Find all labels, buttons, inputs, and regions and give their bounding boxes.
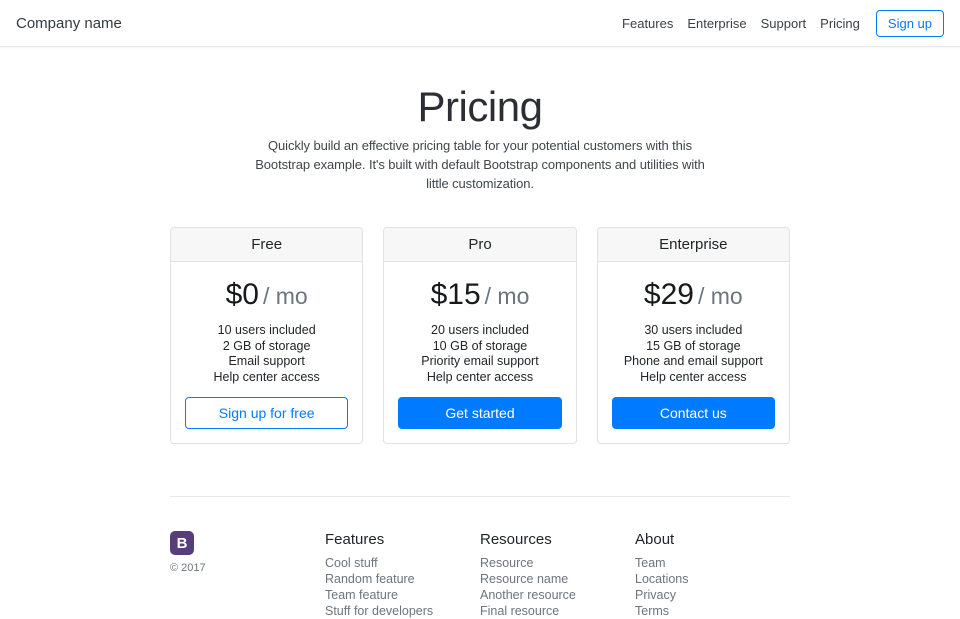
footer-link[interactable]: Another resource [480,588,576,602]
price-amount: $29 [643,278,694,311]
contact-us-button[interactable]: Contact us [611,397,775,429]
plan-price: $0/ mo [185,278,348,313]
page-title: Pricing [417,83,543,130]
pricing-card-pro: Pro $15/ mo 20 users included 10 GB of s… [383,227,577,444]
pricing-card-free: Free $0/ mo 10 users included 2 GB of st… [170,227,364,444]
footer-column-about: About Team Locations Privacy Terms [635,531,790,619]
plan-price: $29/ mo [612,278,775,313]
plan-name: Enterprise [597,228,789,262]
nav-link-pricing[interactable]: Pricing [820,15,860,31]
footer-brand-column: B © 2017 [170,531,325,619]
plan-feature: 10 GB of storage [432,338,528,353]
plan-feature: Help center access [426,369,534,384]
price-amount: $0 [225,278,259,311]
plan-feature: 2 GB of storage [222,338,311,353]
footer-link[interactable]: Cool stuff [325,556,378,570]
signup-button[interactable]: Sign up [875,9,944,37]
plan-name: Free [171,228,363,262]
page-description: Quickly build an effective pricing table… [255,138,705,191]
footer-link-list: Cool stuff Random feature Team feature S… [325,555,480,619]
top-navbar: Company name Features Enterprise Support… [0,0,960,47]
footer-link[interactable]: Locations [635,572,689,586]
plan-feature-list: 10 users included 2 GB of storage Email … [185,323,348,385]
footer-column-resources: Resources Resource Resource name Another… [480,531,635,619]
footer-link[interactable]: Privacy [635,588,676,602]
bootstrap-logo-icon[interactable]: B [170,531,194,555]
plan-feature: Phone and email support [623,354,763,368]
plan-feature: Help center access [640,369,747,384]
pricing-cards-row: Free $0/ mo 10 users included 2 GB of st… [170,227,790,444]
plan-body: $29/ mo 30 users included 15 GB of stora… [598,262,789,443]
footer-link[interactable]: Team feature [325,588,398,602]
copyright: © 2017 [170,562,206,574]
plan-feature: Help center access [213,369,320,384]
footer-link[interactable]: Final resource [480,604,560,618]
price-period: / mo [697,283,743,309]
footer-link[interactable]: Random feature [325,572,415,586]
footer-column-title: About [635,531,675,548]
footer-link[interactable]: Resource name [480,572,569,586]
footer-link[interactable]: Team [635,556,666,570]
brand-link[interactable]: Company name [16,14,122,32]
plan-body: $0/ mo 10 users included 2 GB of storage… [171,262,362,443]
nav-link-enterprise[interactable]: Enterprise [687,15,747,31]
plan-feature: Email support [228,354,305,368]
main-container: Free $0/ mo 10 users included 2 GB of st… [170,227,790,444]
plan-feature-list: 30 users included 15 GB of storage Phone… [612,323,775,385]
plan-feature-list: 20 users included 10 GB of storage Prior… [398,323,561,385]
pricing-card-enterprise: Enterprise $29/ mo 30 users included 15 … [596,227,790,444]
footer-link[interactable]: Terms [635,604,670,618]
pricing-hero: Pricing Quickly build an effective prici… [0,47,960,193]
plan-feature: 15 GB of storage [646,338,741,353]
nav-link-features[interactable]: Features [622,15,674,31]
footer-link-list: Resource Resource name Another resource … [480,555,635,619]
price-period: / mo [262,283,308,309]
nav-link-support[interactable]: Support [760,15,807,31]
footer-column-title: Features [325,531,385,548]
footer-link-list: Team Locations Privacy Terms [635,555,790,619]
footer-column-features: Features Cool stuff Random feature Team … [325,531,480,619]
footer-link[interactable]: Stuff for developers [325,604,434,618]
plan-body: $15/ mo 20 users included 10 GB of stora… [384,262,575,443]
signup-free-button[interactable]: Sign up for free [185,397,349,429]
footer-link[interactable]: Resource [480,556,534,570]
header-nav: Features Enterprise Support Pricing Sign… [615,9,944,37]
get-started-button[interactable]: Get started [398,397,562,429]
plan-feature: 30 users included [644,323,743,337]
plan-feature: 10 users included [217,323,316,337]
plan-feature: 20 users included [431,323,529,337]
price-amount: $15 [430,278,481,311]
price-period: / mo [484,283,530,309]
plan-price: $15/ mo [398,278,561,313]
footer-column-title: Resources [480,531,552,548]
plan-feature: Priority email support [421,354,539,368]
footer: B © 2017 Features Cool stuff Random feat… [170,496,790,619]
plan-name: Pro [384,228,576,262]
